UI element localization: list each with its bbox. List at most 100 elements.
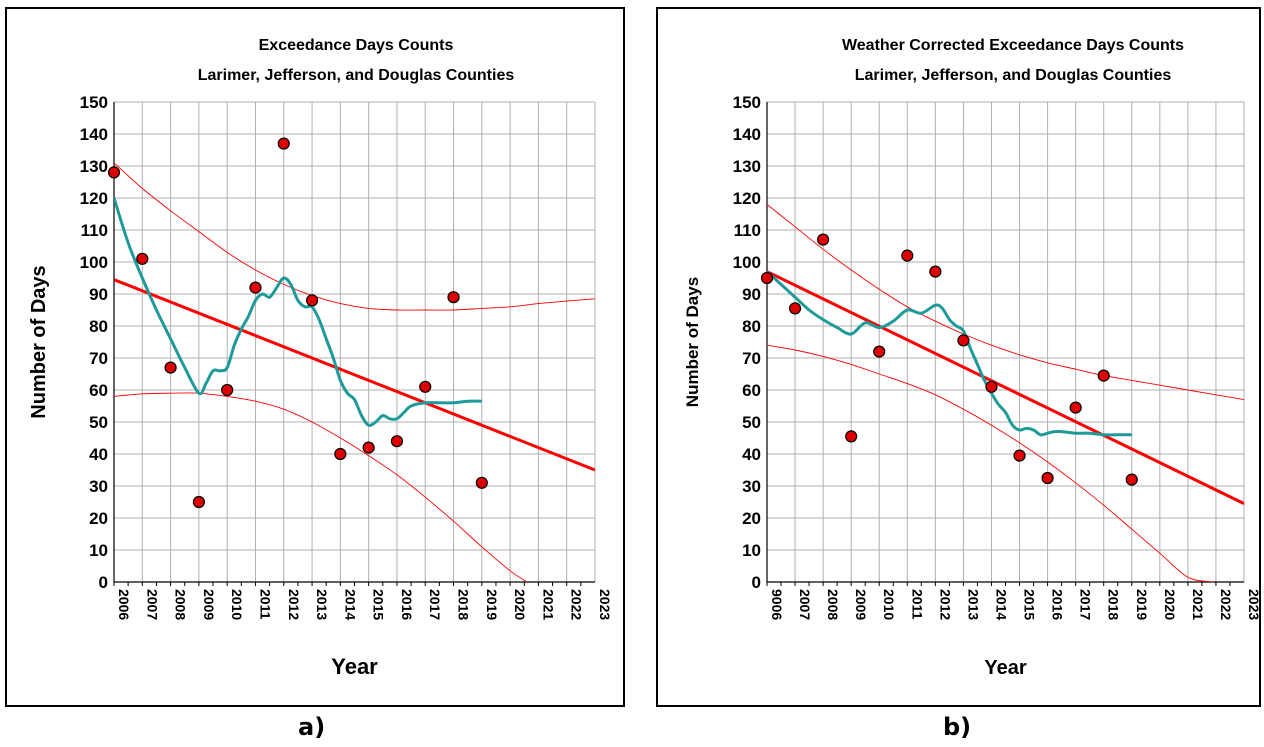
data-point <box>136 252 149 265</box>
y-tick-label: 10 <box>742 541 761 560</box>
x-tick-label: 2008 <box>173 589 189 620</box>
data-point <box>760 271 774 285</box>
x-tick-label: 2014 <box>993 589 1009 620</box>
y-tick-label: 30 <box>742 477 761 496</box>
data-point <box>334 447 347 461</box>
data-point <box>1125 473 1138 486</box>
y-axis-label: Number of Days <box>28 265 50 418</box>
x-tick-label: 2011 <box>257 589 273 620</box>
data-point <box>788 302 802 315</box>
data-point <box>901 249 914 262</box>
chart-panel-a: Exceedance Days Counts Larimer, Jefferson… <box>5 7 625 707</box>
trend-line <box>114 278 595 472</box>
y-tick-label: 30 <box>89 477 108 496</box>
chart-title: Exceedance Days Counts <box>259 37 454 54</box>
x-tick-label: 2017 <box>1078 589 1094 620</box>
x-tick-label: 2023 <box>597 589 613 620</box>
y-tick-label: 140 <box>80 125 108 144</box>
y-tick-label: 90 <box>89 285 108 304</box>
data-point <box>305 294 319 307</box>
x-tick-label: 2012 <box>937 589 953 620</box>
y-tick-label: 60 <box>89 381 108 400</box>
data-point <box>419 380 432 393</box>
y-tick-label: 100 <box>80 253 108 272</box>
chart-b-svg: Weather Corrected Exceedance Days Counts… <box>683 37 1259 679</box>
y-tick-label: 40 <box>89 445 108 464</box>
upper-confidence-band <box>767 204 1244 401</box>
x-tick-label: 2019 <box>484 589 500 620</box>
x-tick-label: 2009 <box>201 589 217 620</box>
y-tick-label: 20 <box>89 509 108 528</box>
data-point <box>957 334 970 347</box>
x-tick-label: 2011 <box>909 589 925 620</box>
x-tick-label: 2014 <box>342 589 358 620</box>
y-tick-label: 120 <box>733 189 761 208</box>
x-tick-label: 2012 <box>286 589 302 620</box>
caption-b: b) <box>943 713 972 741</box>
x-tick-label: 2010 <box>229 589 245 620</box>
y-tick-label: 80 <box>742 317 761 336</box>
x-tick-label: 9006 <box>769 589 785 620</box>
y-tick-label: 40 <box>742 445 761 464</box>
y-tick-label: 70 <box>89 349 108 368</box>
x-tick-label: 2010 <box>881 589 897 620</box>
x-tick-label: 2009 <box>853 589 869 620</box>
y-tick-label: 0 <box>99 573 108 592</box>
y-tick-label: 50 <box>89 413 108 432</box>
data-point <box>447 291 460 304</box>
data-point <box>817 233 830 246</box>
chart-title: Weather Corrected Exceedance Days Counts <box>842 37 1184 54</box>
x-tick-label: 2015 <box>371 589 387 620</box>
chart-subtitle: Larimer, Jefferson, and Douglas Counties <box>855 67 1172 84</box>
y-tick-label: 50 <box>742 413 761 432</box>
data-point <box>1069 401 1082 414</box>
y-tick-label: 20 <box>742 509 761 528</box>
x-tick-label: 2007 <box>797 589 813 620</box>
y-tick-label: 100 <box>733 253 761 272</box>
data-point <box>1041 471 1054 485</box>
x-tick-label: 2022 <box>1218 589 1234 620</box>
data-point <box>390 435 404 448</box>
y-tick-label: 80 <box>89 317 108 336</box>
x-tick-label: 2019 <box>1134 589 1150 620</box>
y-tick-label: 60 <box>742 381 761 400</box>
data-point <box>107 166 121 179</box>
y-tick-label: 70 <box>742 349 761 368</box>
grid-lines <box>766 101 1245 586</box>
y-tick-label: 150 <box>733 93 761 112</box>
data-point <box>845 430 858 443</box>
chart-panel-b: Weather Corrected Exceedance Days Counts… <box>656 7 1261 707</box>
data-point <box>475 476 488 489</box>
x-tick-label: 2021 <box>1190 589 1206 620</box>
data-point <box>929 265 942 278</box>
x-tick-label: 2020 <box>1162 589 1178 620</box>
chart-subtitle: Larimer, Jefferson, and Douglas Counties <box>198 67 515 84</box>
data-point <box>221 383 234 397</box>
data-point <box>249 281 262 294</box>
x-tick-label: 2017 <box>427 589 443 620</box>
x-tick-label: 2008 <box>825 589 841 620</box>
x-tick-label: 2020 <box>512 589 528 620</box>
grid-lines <box>113 101 596 586</box>
x-tick-label: 2022 <box>569 589 585 620</box>
lower-confidence-band <box>767 344 1214 582</box>
trend-line <box>767 270 1244 505</box>
smoothed-curve <box>767 270 1132 437</box>
plot-area <box>114 162 595 582</box>
data-point <box>192 495 205 509</box>
x-tick-label: 2013 <box>965 589 981 620</box>
y-tick-label: 150 <box>80 93 108 112</box>
x-tick-label: 2023 <box>1246 589 1259 620</box>
data-point <box>277 137 290 150</box>
x-axis-label: Year <box>331 654 378 679</box>
y-tick-label: 130 <box>80 157 108 176</box>
y-tick-label: 110 <box>81 221 108 240</box>
lower-confidence-band <box>114 392 528 582</box>
x-tick-label: 2021 <box>540 589 556 620</box>
y-tick-label: 120 <box>80 189 108 208</box>
y-tick-label: 140 <box>733 125 761 144</box>
smoothed-curve <box>114 197 482 427</box>
x-tick-label: 2015 <box>1022 589 1038 620</box>
x-tick-label: 2013 <box>314 589 330 620</box>
data-point <box>1097 369 1110 382</box>
